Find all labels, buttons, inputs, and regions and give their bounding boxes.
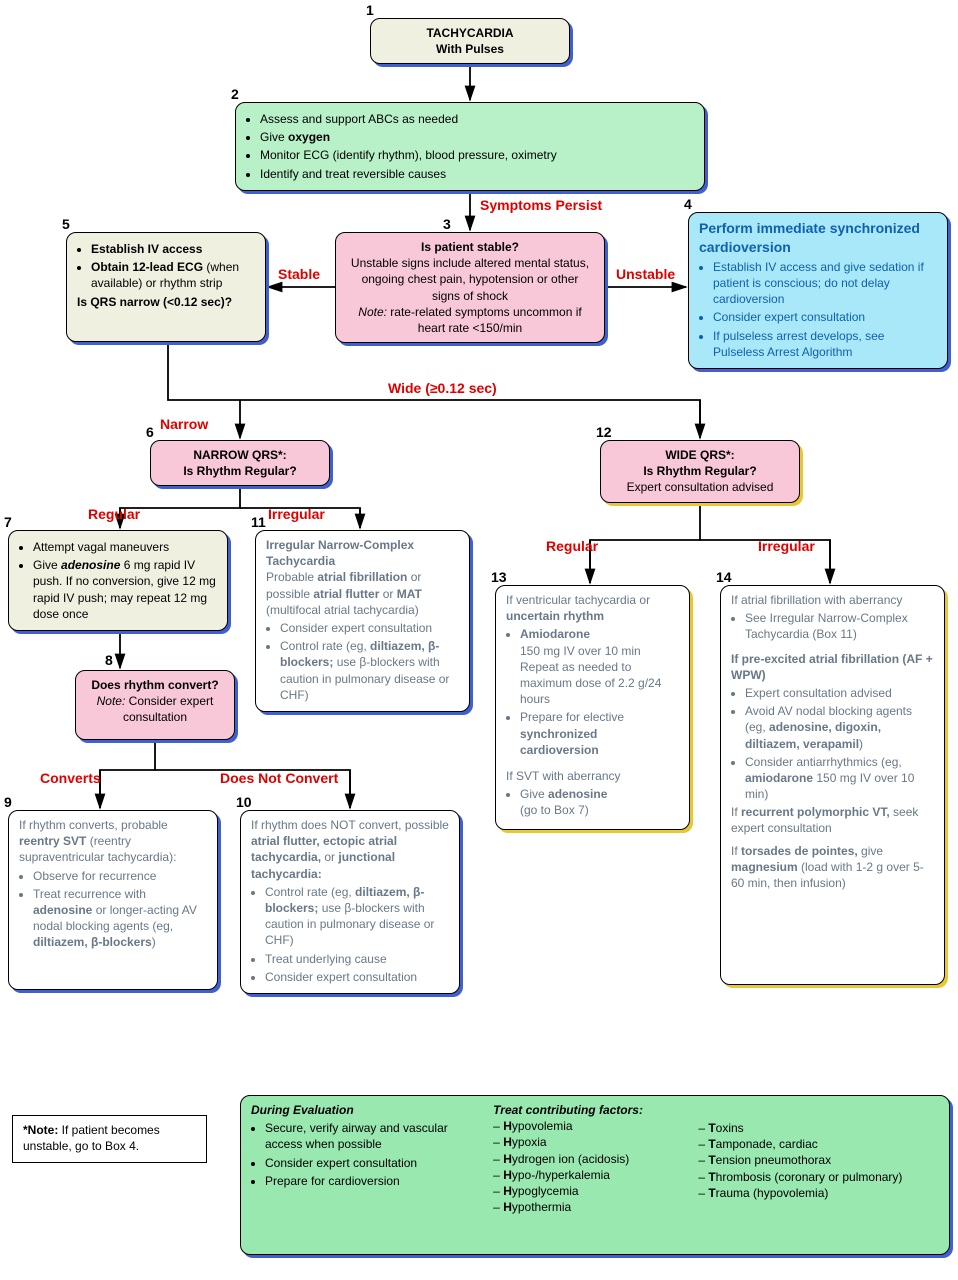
box-title: TACHYCARDIA With Pulses xyxy=(381,25,559,57)
box-list: Establish IV access and give sedation if… xyxy=(713,259,937,360)
edge-label-narrow: Narrow xyxy=(160,416,208,432)
box-title: Irregular Narrow-Complex Tachycardia xyxy=(266,537,459,569)
box-number: 11 xyxy=(251,514,266,530)
box-not-convert: If rhythm does NOT convert, possible atr… xyxy=(240,810,460,994)
box-number: 3 xyxy=(443,216,451,232)
box-irregular-narrow: Irregular Narrow-Complex Tachycardia Pro… xyxy=(255,530,470,712)
footer-h1: During Evaluation xyxy=(251,1102,473,1118)
box-narrow-qrs: NARROW QRS*: Is Rhythm Regular? xyxy=(150,440,330,486)
box-title: NARROW QRS*: xyxy=(161,447,319,463)
box-number: 8 xyxy=(105,652,113,668)
box-title: WIDE QRS*: xyxy=(611,447,789,463)
box-number: 14 xyxy=(716,569,732,585)
box-number: 4 xyxy=(684,196,692,212)
edge-label-stable: Stable xyxy=(278,266,320,282)
box-title: Is patient stable? xyxy=(346,239,594,255)
box-convert-question: Does rhythm convert? Note: Consider expe… xyxy=(75,670,235,740)
box-title: Perform immediate synchronized cardiover… xyxy=(699,219,937,257)
note-text: *Note: If patient becomes unstable, go t… xyxy=(23,1123,160,1153)
box-note: Note: rate-related symptoms uncommon if … xyxy=(346,304,594,336)
footer-c1: Secure, verify airway and vascular acces… xyxy=(265,1120,473,1189)
box-title: Does rhythm convert? xyxy=(86,677,224,693)
p1-list: See Irregular Narrow-Complex Tachycardia… xyxy=(745,610,934,642)
p2-list: Expert consultation advisedAvoid AV noda… xyxy=(745,685,934,802)
edge-label-notconvert: Does Not Convert xyxy=(220,770,338,786)
box-number: 13 xyxy=(491,569,507,585)
box-list: Attempt vagal maneuversGive adenosine 6 … xyxy=(33,539,217,622)
box-list: Consider expert consultationControl rate… xyxy=(280,620,459,703)
box-list: Assess and support ABCs as neededGive ox… xyxy=(260,111,694,182)
box-cardioversion: Perform immediate synchronized cardiover… xyxy=(688,212,948,369)
p4: If torsades de pointes, give magnesium (… xyxy=(731,843,934,892)
box-number: 7 xyxy=(4,514,12,530)
box-list: Establish IV accessObtain 12-lead ECG (w… xyxy=(91,241,255,292)
box-sub: Is Rhythm Regular? xyxy=(161,463,319,479)
box-body: Unstable signs include altered mental st… xyxy=(346,255,594,304)
edge-label-regular2: Regular xyxy=(546,538,598,554)
box-list: Control rate (eg, diltiazem, β-blockers;… xyxy=(265,884,449,985)
box-afib-aberrancy: If atrial fibrillation with aberrancy Se… xyxy=(720,585,945,985)
p3: If recurrent polymorphic VT, seek expert… xyxy=(731,804,934,836)
box-number: 5 xyxy=(62,216,70,232)
box-sub: Is Rhythm Regular? xyxy=(611,463,789,479)
edge-label-unstable: Unstable xyxy=(616,266,675,282)
box-number: 9 xyxy=(4,794,12,810)
lead2: If SVT with aberrancy xyxy=(506,768,679,784)
box-list: Observe for recurrenceTreat recurrence w… xyxy=(33,868,207,951)
p2-lead: If pre-excited atrial fibrillation (AF +… xyxy=(731,651,934,683)
list2: Give adenosine(go to Box 7) xyxy=(520,786,679,818)
box-assess: Assess and support ABCs as neededGive ox… xyxy=(235,102,705,191)
box-vt-uncertain: If ventricular tachycardia or uncertain … xyxy=(495,585,690,830)
box-reentry-svt: If rhythm converts, probable reentry SVT… xyxy=(8,810,218,990)
edge-label-converts: Converts xyxy=(40,770,101,786)
box-number: 2 xyxy=(231,86,239,102)
box-lead: If rhythm converts, probable reentry SVT… xyxy=(19,817,207,866)
edge-label-irregular1: Irregular xyxy=(268,506,325,522)
box-tachycardia: TACHYCARDIA With Pulses xyxy=(370,18,570,64)
edge-label-irregular2: Irregular xyxy=(758,538,815,554)
box-vagal-adenosine: Attempt vagal maneuversGive adenosine 6 … xyxy=(8,530,228,631)
box-extra: Expert consultation advised xyxy=(611,479,789,495)
box-question: Is QRS narrow (<0.12 sec)? xyxy=(77,294,255,310)
p1-lead: If atrial fibrillation with aberrancy xyxy=(731,592,934,608)
edge-label-symptoms: Symptoms Persist xyxy=(480,197,602,213)
box-number: 1 xyxy=(366,2,374,18)
edge-label-regular1: Regular xyxy=(88,506,140,522)
lead1: If ventricular tachycardia or uncertain … xyxy=(506,592,679,624)
footer-box: During Evaluation Secure, verify airway … xyxy=(240,1095,950,1255)
box-note: Note: Consider expert consultation xyxy=(86,693,224,725)
box-number: 10 xyxy=(236,794,252,810)
box-lead: Probable atrial fibrillation or possible… xyxy=(266,569,459,618)
footer-c3: – Toxins– Tamponade, cardiac– Tension pn… xyxy=(698,1120,939,1201)
footer-c2: – Hypovolemia– Hypoxia– Hydrogen ion (ac… xyxy=(493,1118,678,1215)
edge-label-wide: Wide (≥0.12 sec) xyxy=(388,380,497,396)
box-iv-ecg: Establish IV accessObtain 12-lead ECG (w… xyxy=(66,232,266,342)
box-stable-question: Is patient stable? Unstable signs includ… xyxy=(335,232,605,343)
footer-h2: Treat contributing factors: xyxy=(493,1102,678,1118)
box-number: 12 xyxy=(596,424,612,440)
box-number: 6 xyxy=(146,424,154,440)
list1: Amiodarone150 mg IV over 10 min Repeat a… xyxy=(520,626,679,758)
box-lead: If rhythm does NOT convert, possible atr… xyxy=(251,817,449,882)
box-wide-qrs: WIDE QRS*: Is Rhythm Regular? Expert con… xyxy=(600,440,800,503)
note-box: *Note: If patient becomes unstable, go t… xyxy=(12,1115,207,1163)
